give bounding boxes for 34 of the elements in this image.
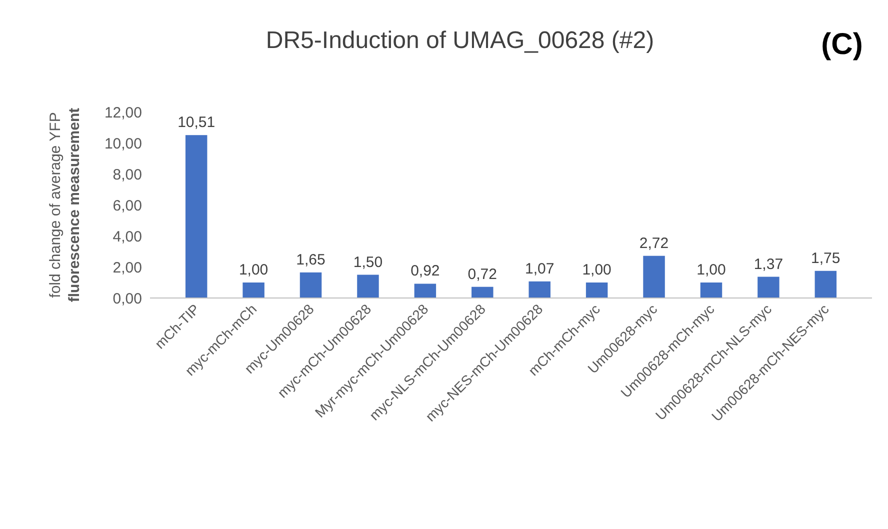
text: (C) [821, 28, 863, 61]
bar [700, 282, 722, 298]
data-label: 1,07 [525, 260, 554, 278]
data-label: 0,72 [468, 266, 497, 283]
data-label: 1,65 [296, 251, 326, 268]
bar [414, 284, 436, 298]
y-tick-label: 12,00 [104, 104, 142, 122]
y-tick-label: 0,00 [112, 290, 142, 308]
data-label: 2,72 [639, 234, 669, 252]
data-label: 1,75 [811, 250, 840, 267]
data-label: 0,92 [410, 262, 440, 280]
bar [643, 256, 665, 298]
bar [528, 281, 550, 298]
bar [758, 276, 780, 298]
bar [242, 282, 264, 298]
bar [814, 270, 837, 298]
y-tick-label: 10,00 [104, 135, 142, 152]
bar [357, 274, 379, 298]
data-label: 1,50 [353, 254, 383, 271]
y-tick-label: 2,00 [112, 259, 142, 276]
data-label: 10,51 [178, 114, 216, 132]
data-label: 1,37 [754, 256, 784, 273]
bar [586, 282, 608, 298]
y-axis-title: fold change of average YFP fluorescence measurement [47, 108, 83, 302]
data-label: 1,00 [238, 262, 268, 278]
bar [185, 135, 208, 298]
bar [300, 272, 322, 298]
y-tick-label: 6,00 [112, 197, 142, 214]
bar [472, 286, 494, 298]
y-tick-label: 4,00 [112, 228, 142, 246]
chart-title: DR5-Induction of UMAG_00628 (#2) [266, 27, 654, 54]
y-tick-label: 8,00 [112, 166, 142, 184]
data-label: 1,00 [582, 262, 612, 278]
data-label: 1,00 [696, 262, 726, 278]
